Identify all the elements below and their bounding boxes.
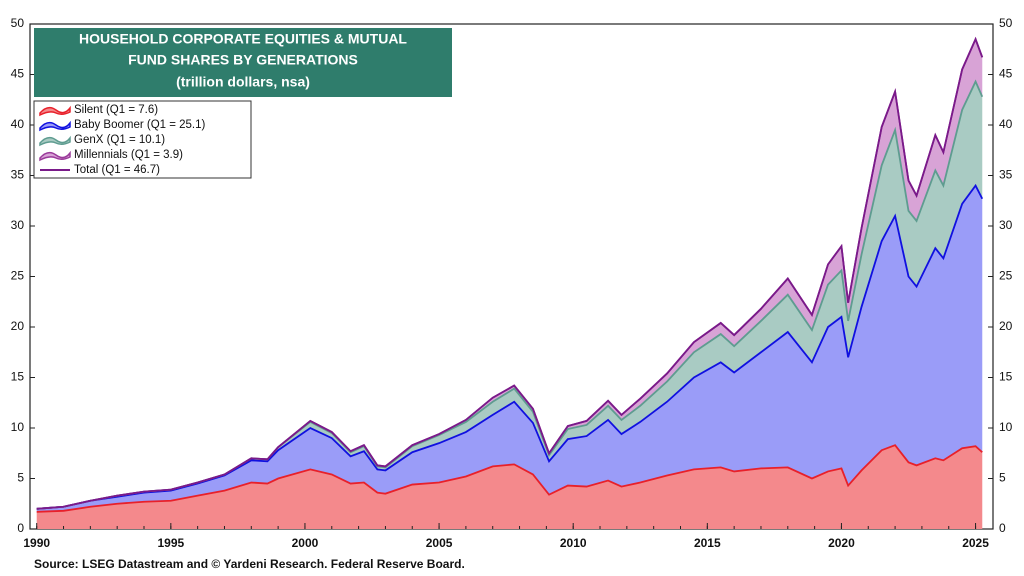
legend: Silent (Q1 = 7.6) Baby Boomer (Q1 = 25.1)… <box>39 104 206 176</box>
areas <box>36 36 984 529</box>
y2-tick-label: 20 <box>999 319 1013 333</box>
y2-tick-label: 40 <box>999 117 1013 131</box>
y2-tick-label: 50 <box>999 16 1013 30</box>
y-tick-label: 20 <box>11 319 25 333</box>
y2-tick-label: 45 <box>999 67 1013 81</box>
legend-label: Baby Boomer (Q1 = 25.1) <box>74 119 206 131</box>
y2-tick-label: 25 <box>999 269 1013 283</box>
source-note: Source: LSEG Datastream and © Yardeni Re… <box>34 557 465 571</box>
y-tick-label: 45 <box>11 67 25 81</box>
x-tick-label: 2000 <box>292 536 319 550</box>
area <box>36 445 983 529</box>
chart-subtitle: (trillion dollars, nsa) <box>176 74 310 90</box>
x-tick-label: 2010 <box>560 536 587 550</box>
legend-label: Silent (Q1 = 7.6) <box>74 104 158 116</box>
total-line <box>36 36 984 510</box>
legend-label: Total (Q1 = 46.7) <box>74 164 160 176</box>
legend-label: GenX (Q1 = 10.1) <box>74 134 165 146</box>
y-tick-label: 25 <box>11 269 25 283</box>
y-tick-label: 30 <box>11 218 25 232</box>
x-tick-label: 2005 <box>426 536 453 550</box>
y2-tick-label: 35 <box>999 168 1013 182</box>
y-tick-label: 10 <box>11 420 25 434</box>
y2-tick-label: 10 <box>999 420 1013 434</box>
y2-tick-label: 15 <box>999 370 1013 384</box>
y-tick-label: 15 <box>11 370 25 384</box>
y-tick-label: 35 <box>11 168 25 182</box>
legend-swatch <box>39 105 71 117</box>
y-tick-label: 0 <box>17 521 24 535</box>
y-tick-label: 5 <box>17 471 24 485</box>
legend-swatch <box>39 120 71 132</box>
y-tick-label: 50 <box>11 16 25 30</box>
legend-label: Millennials (Q1 = 3.9) <box>74 149 183 161</box>
x-tick-label: 1990 <box>23 536 50 550</box>
legend-swatch <box>39 150 71 162</box>
x-tick-label: 2020 <box>828 536 855 550</box>
y-tick-label: 40 <box>11 117 25 131</box>
area-edge <box>36 183 984 510</box>
title-box <box>34 28 452 97</box>
y2-tick-label: 5 <box>999 471 1006 485</box>
x-tick-label: 1995 <box>157 536 184 550</box>
area <box>36 185 983 512</box>
y2-tick-label: 0 <box>999 521 1006 535</box>
legend-swatch <box>39 135 71 147</box>
chart-title: HOUSEHOLD CORPORATE EQUITIES & MUTUAL <box>79 31 407 47</box>
x-tick-label: 2015 <box>694 536 721 550</box>
y2-tick-label: 30 <box>999 218 1013 232</box>
chart-title: FUND SHARES BY GENERATIONS <box>128 52 358 68</box>
area-edge <box>36 444 983 513</box>
x-tick-label: 2025 <box>962 536 989 550</box>
